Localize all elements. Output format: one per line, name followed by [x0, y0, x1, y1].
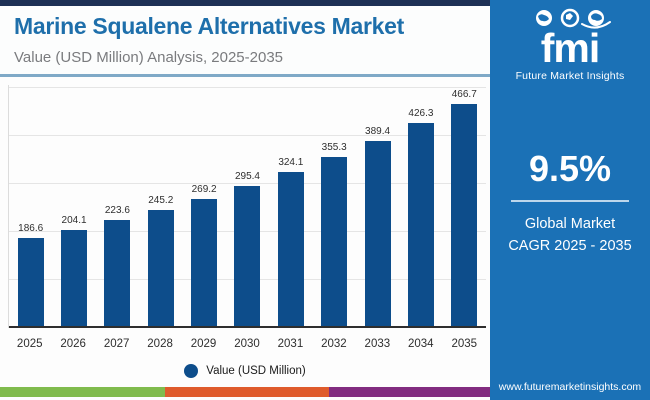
cagr-label-line1: Global Market — [524, 215, 616, 232]
strip-purple-segment — [329, 387, 490, 397]
bar-value-label: 295.4 — [234, 170, 260, 182]
cagr-value: 9.5% — [528, 147, 612, 189]
bar-group: 466.7 — [443, 89, 486, 328]
bar — [191, 198, 218, 328]
bar-group: 269.2 — [182, 184, 225, 328]
bar — [407, 122, 434, 328]
gridline — [9, 134, 486, 136]
bar — [277, 172, 304, 328]
bar — [61, 229, 88, 328]
x-axis-tick-label: 2028 — [147, 338, 173, 350]
logo-tagline: Future Market Insights — [515, 69, 625, 82]
legend-marker-icon — [184, 364, 199, 378]
strip-orange-segment — [165, 387, 329, 397]
x-axis-line — [9, 326, 486, 328]
cagr-stat: 9.5% Global Market CAGR 2025 - 2035 — [490, 148, 650, 258]
bar-group: 426.3 — [399, 108, 442, 328]
page-subtitle: Value (USD Million) Analysis, 2025-2035 — [14, 49, 284, 66]
bar-group: 204.1 — [52, 215, 95, 328]
logo-wordmark: fmi — [540, 25, 600, 71]
chart-panel: Marine Squalene Alternatives Market Valu… — [0, 0, 490, 397]
bar — [451, 103, 478, 328]
bar — [364, 140, 391, 328]
x-axis-tick-label: 2026 — [60, 338, 86, 350]
chart-header: Marine Squalene Alternatives Market Valu… — [0, 6, 490, 77]
bar-value-label: 245.2 — [148, 195, 174, 207]
bar — [17, 238, 44, 328]
bar-chart: 186.6 204.1 223.6 245.2 269.2 295.4 324.1 355.3… — [0, 77, 490, 387]
website-url: www.futuremarketinsights.com — [498, 381, 642, 393]
bar-value-label: 269.2 — [191, 183, 217, 195]
bar-value-label: 186.6 — [18, 223, 44, 235]
x-axis-tick-label: 2027 — [103, 338, 130, 350]
page-title: Marine Squalene Alternatives Market — [14, 13, 405, 39]
x-axis-tick-label: 2030 — [234, 338, 260, 350]
bar — [321, 157, 348, 328]
globes-icon — [535, 8, 611, 29]
bar-value-label: 426.3 — [408, 107, 434, 119]
bar — [104, 220, 131, 328]
x-axis-tick-label: 2025 — [16, 338, 43, 350]
x-axis-labels: 2025 2026 2027 2028 2029 2030 2031 2032 2033 2034… — [8, 338, 486, 350]
plot-area: 186.6 204.1 223.6 245.2 269.2 295.4 324.1 355.3… — [8, 85, 486, 328]
cagr-label: Global Market CAGR 2025 - 2035 — [490, 213, 650, 258]
bar-group: 186.6 — [9, 223, 52, 328]
bar-group: 324.1 — [269, 157, 312, 328]
bar-group: 355.3 — [313, 142, 356, 328]
x-axis-tick-label: 2035 — [451, 338, 478, 350]
x-axis-tick-label: 2029 — [190, 338, 217, 350]
bar-value-label: 389.4 — [365, 125, 391, 137]
bar-group: 245.2 — [139, 195, 182, 328]
x-axis-tick-label: 2031 — [277, 338, 304, 350]
fmi-logo: fmi Future Market Insights — [516, 8, 625, 82]
cagr-label-line2: CAGR 2025 - 2035 — [508, 238, 632, 255]
bottom-accent-strip — [0, 387, 490, 397]
chart-legend: Value (USD Million) — [0, 364, 490, 378]
x-axis-tick-label: 2032 — [321, 338, 347, 350]
bar-value-label: 204.1 — [61, 214, 87, 226]
strip-green-segment — [0, 387, 165, 397]
gridline — [9, 182, 486, 184]
bar-group: 389.4 — [356, 126, 399, 328]
gridline — [9, 86, 486, 88]
bar-value-label: 466.7 — [451, 88, 477, 100]
top-accent-strip — [0, 0, 490, 6]
bar-value-label: 324.1 — [278, 157, 304, 169]
bar-value-label: 355.3 — [321, 142, 347, 154]
bar — [234, 185, 261, 328]
stat-divider — [511, 199, 629, 202]
bar-group: 223.6 — [96, 205, 139, 328]
x-axis-tick-label: 2033 — [364, 338, 391, 350]
legend-label: Value (USD Million) — [206, 365, 306, 377]
bar-group: 295.4 — [226, 171, 269, 328]
bars-row: 186.6 204.1 223.6 245.2 269.2 295.4 324.1 355.3… — [9, 85, 486, 328]
brand-sidebar: fmi Future Market Insights 9.5% Global M… — [490, 0, 650, 400]
bar-value-label: 223.6 — [104, 205, 130, 217]
x-axis-tick-label: 2034 — [408, 338, 434, 350]
bar — [147, 210, 174, 328]
